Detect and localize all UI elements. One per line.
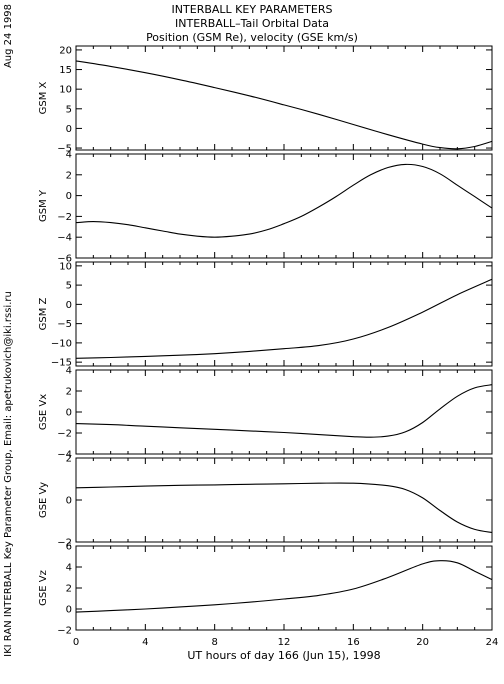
y-tick-label: −2 (57, 626, 72, 637)
y-tick-label: 0 (66, 496, 72, 507)
series-line-gse-vz (75, 560, 493, 613)
y-tick-label: 0 (66, 408, 72, 419)
x-tick-label: 4 (142, 637, 148, 648)
panel-4: −4 −2 0 2 4 GSE Vx (38, 366, 493, 461)
y-tick-label: −4 (57, 450, 72, 461)
y-tick-label: −5 (57, 319, 72, 330)
series-line-gse-vy (75, 482, 493, 534)
y-axis-label: GSM Y (38, 189, 49, 222)
panel-3: −15 −10 −5 0 5 10 GSM Z (38, 261, 493, 369)
panel-frame (75, 45, 493, 151)
series-line-gsm-y (75, 163, 493, 238)
panel-frame (75, 457, 493, 543)
x-tick-label: 20 (416, 637, 429, 648)
y-tick-label: 10 (59, 85, 72, 96)
y-tick-label: −6 (57, 254, 72, 265)
panel-frame (75, 369, 493, 455)
y-tick-label: −10 (51, 338, 72, 349)
y-tick-label: −4 (57, 233, 72, 244)
series-line-gsm-z (75, 278, 493, 359)
y-tick-label: 2 (66, 454, 72, 465)
y-tick-label: 20 (59, 45, 72, 56)
y-tick-label: 4 (66, 150, 72, 161)
header: INTERBALL KEY PARAMETERS INTERBALL–Tail … (146, 3, 358, 44)
date-label: Aug 24 1998 (3, 4, 14, 68)
x-tick-label: 0 (73, 637, 79, 648)
y-tick-label: 2 (66, 387, 72, 398)
y-tick-label: −2 (57, 429, 72, 440)
y-tick-label: 2 (66, 170, 72, 181)
y-tick-label: −15 (51, 358, 72, 369)
y-tick-label: 4 (66, 366, 72, 377)
series-line-gse-vx (75, 384, 493, 438)
y-tick-label: 0 (66, 300, 72, 311)
panel-frame (75, 153, 493, 259)
y-axis-label: GSM Z (38, 297, 49, 330)
panel-frame (75, 545, 493, 631)
x-tick-label: 12 (278, 637, 291, 648)
y-tick-label: −2 (57, 538, 72, 549)
title-line-2: INTERBALL–Tail Orbital Data (175, 17, 329, 30)
panel-frame (75, 261, 493, 367)
x-tick-label: 8 (211, 637, 217, 648)
title-line-3: Position (GSM Re), velocity (GSE km/s) (146, 31, 358, 44)
y-tick-label: 5 (66, 281, 72, 292)
y-tick-label: 2 (66, 584, 72, 595)
y-tick-label: 0 (66, 191, 72, 202)
y-tick-label: 10 (59, 261, 72, 272)
y-axis-label: GSM X (38, 81, 49, 114)
y-tick-label: −2 (57, 212, 72, 223)
x-axis-label: UT hours of day 166 (Jun 15), 1998 (187, 649, 380, 662)
panel-1: −5 0 5 10 15 20 GSM X (38, 45, 493, 155)
y-axis-label: GSE Vy (38, 482, 49, 518)
title-line-1: INTERBALL KEY PARAMETERS (172, 3, 333, 16)
x-tick-label: 16 (347, 637, 360, 648)
y-tick-label: 5 (66, 104, 72, 115)
y-axis-label: GSE Vx (38, 394, 49, 430)
credit-label: IKI RAN INTERBALL Key Parameter Group, E… (3, 291, 14, 657)
y-tick-label: −5 (57, 144, 72, 155)
y-tick-label: 0 (66, 124, 72, 135)
y-axis-label: GSE Vz (38, 570, 49, 606)
y-tick-label: 15 (59, 65, 72, 76)
panel-5: −2 0 2 GSE Vy (38, 454, 493, 549)
panel-2: −6 −4 −2 0 2 4 GSM Y (38, 150, 493, 265)
y-tick-label: 6 (66, 542, 72, 553)
y-tick-label: 4 (66, 563, 72, 574)
series-line-gsm-x (75, 60, 493, 150)
x-tick-label: 24 (486, 637, 499, 648)
y-tick-label: 0 (66, 605, 72, 616)
